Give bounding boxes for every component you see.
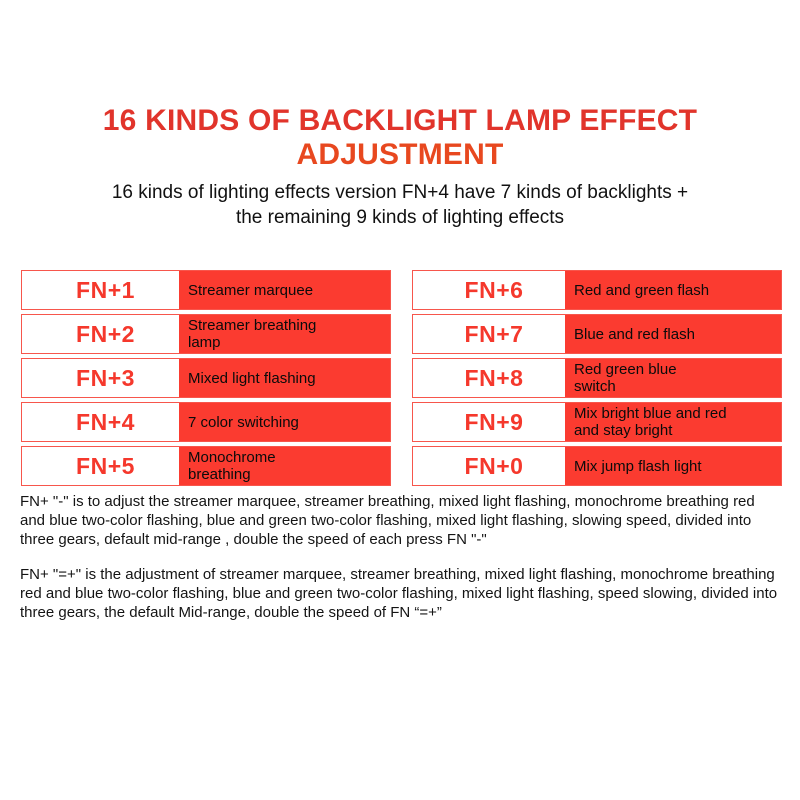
fn-key-label: FN+0: [413, 447, 565, 485]
fn-desc-line: Blue and red flash: [574, 325, 695, 343]
fn-desc-line: Red green blue: [574, 361, 677, 378]
effects-tables: FN+1 Streamer marquee FN+2 Streamer brea…: [0, 270, 800, 490]
fn-desc-line: 7 color switching: [188, 413, 299, 431]
fn-desc-line: and stay bright: [574, 422, 673, 439]
fn-desc-line: Mixed light flashing: [188, 369, 316, 387]
table-row: FN+5 Monochrome breathing: [21, 446, 391, 486]
paragraph-fn-minus: FN+ "-" is to adjust the streamer marque…: [20, 493, 755, 548]
fn-desc-cell: Mixed light flashing: [179, 359, 390, 397]
fn-desc-line: switch: [574, 378, 616, 395]
fn-desc-cell: Mix bright blue and red and stay bright: [565, 403, 781, 441]
fn-key-label: FN+1: [22, 271, 179, 309]
fn-key-label: FN+7: [413, 315, 565, 353]
fn-desc-line: Red and green flash: [574, 281, 710, 299]
fn-desc-cell: Red and green flash: [565, 271, 781, 309]
fn-key-label: FN+6: [413, 271, 565, 309]
fn-desc-line: lamp: [188, 334, 221, 351]
fn-key-label: FN+4: [22, 403, 179, 441]
table-row: FN+9 Mix bright blue and red and stay br…: [412, 402, 782, 442]
table-row: FN+3 Mixed light flashing: [21, 358, 391, 398]
page-subtitle: 16 kinds of lighting effects version FN+…: [111, 182, 689, 228]
fn-desc-cell: Blue and red flash: [565, 315, 781, 353]
fn-key-label: FN+3: [22, 359, 179, 397]
fn-key-label: FN+8: [413, 359, 565, 397]
fn-desc-cell: 7 color switching: [179, 403, 390, 441]
description-paragraphs: FN+ "-" is to adjust the streamer marque…: [20, 492, 782, 622]
table-row: FN+1 Streamer marquee: [21, 270, 391, 310]
fn-key-label: FN+2: [22, 315, 179, 353]
fn-desc-cell: Streamer breathing lamp: [179, 315, 390, 353]
page-title: 16 KINDS OF BACKLIGHT LAMP EFFECT ADJUST…: [50, 104, 750, 172]
paragraph-fn-plus: FN+ "=+" is the adjustment of streamer m…: [20, 566, 778, 621]
fn-desc-line: Streamer breathing: [188, 317, 317, 334]
table-row: FN+6 Red and green flash: [412, 270, 782, 310]
table-row: FN+4 7 color switching: [21, 402, 391, 442]
effects-table-right: FN+6 Red and green flash FN+7 Blue and r…: [412, 270, 782, 490]
fn-desc-line: breathing: [188, 466, 251, 483]
fn-desc-line: Mix jump flash light: [574, 457, 702, 475]
fn-desc-cell: Red green blue switch: [565, 359, 781, 397]
fn-desc-cell: Monochrome breathing: [179, 447, 390, 485]
table-row: FN+0 Mix jump flash light: [412, 446, 782, 486]
fn-desc-cell: Mix jump flash light: [565, 447, 781, 485]
effects-table-left: FN+1 Streamer marquee FN+2 Streamer brea…: [21, 270, 391, 490]
fn-key-label: FN+9: [413, 403, 565, 441]
fn-desc-cell: Streamer marquee: [179, 271, 390, 309]
fn-desc-line: Streamer marquee: [188, 281, 314, 299]
fn-key-label: FN+5: [22, 447, 179, 485]
table-row: FN+8 Red green blue switch: [412, 358, 782, 398]
fn-desc-line: Mix bright blue and red: [574, 405, 727, 422]
page-title-line-1: 16 KINDS OF BACKLIGHT LAMP EFFECT: [102, 104, 698, 137]
page-title-line-2: ADJUSTMENT: [296, 138, 504, 171]
fn-desc-line: Monochrome: [188, 449, 276, 466]
table-row: FN+2 Streamer breathing lamp: [21, 314, 391, 354]
table-row: FN+7 Blue and red flash: [412, 314, 782, 354]
